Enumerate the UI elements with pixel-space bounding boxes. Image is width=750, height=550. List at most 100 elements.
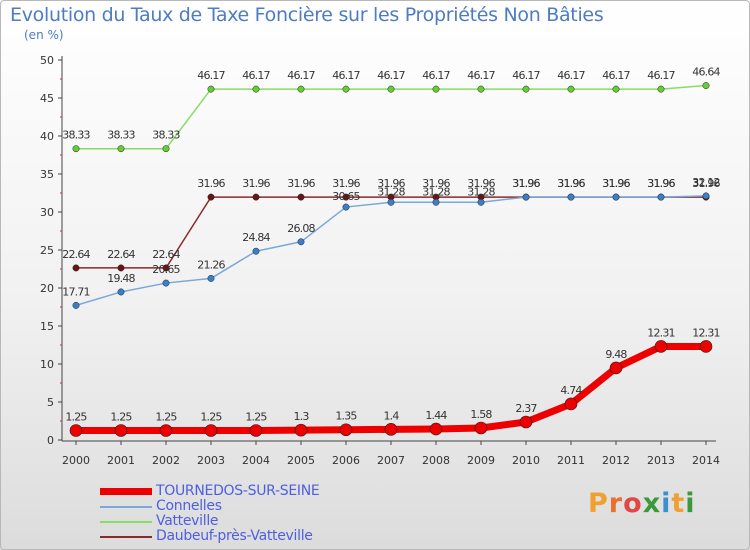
data-label: 31.96	[242, 177, 270, 190]
data-point	[117, 145, 125, 153]
x-tick-label: 2009	[467, 454, 495, 467]
data-label: 1.25	[65, 411, 87, 424]
data-point	[162, 264, 170, 272]
data-label: 26.08	[287, 222, 315, 235]
data-point	[297, 85, 305, 93]
data-label: 31.96	[422, 177, 450, 190]
data-label: 22.64	[62, 248, 90, 261]
data-point	[432, 198, 440, 206]
data-point	[702, 82, 710, 89]
data-point	[249, 424, 263, 437]
y-tick-label: 45	[40, 92, 54, 105]
logo-letter: x	[642, 488, 662, 519]
data-label: 31.96	[692, 177, 720, 190]
data-point	[384, 423, 398, 436]
data-point	[474, 421, 488, 435]
data-label: 22.64	[152, 248, 180, 261]
data-label: 12.31	[692, 326, 720, 339]
data-label: 24.84	[242, 231, 270, 244]
data-point	[612, 85, 620, 93]
y-axis-unit: (en %)	[24, 28, 64, 42]
x-tick-label: 2008	[422, 454, 450, 467]
data-point	[522, 85, 530, 93]
data-point	[477, 85, 485, 93]
legend-swatch	[100, 536, 152, 538]
data-point	[297, 238, 305, 246]
data-label: 38.33	[107, 129, 135, 142]
data-label: 46.17	[287, 69, 315, 82]
data-label: 31.96	[512, 177, 540, 190]
data-point	[342, 85, 350, 93]
data-point	[339, 423, 353, 437]
y-tick-label: 50	[40, 54, 54, 67]
y-tick-label: 30	[40, 206, 54, 219]
data-point	[69, 424, 83, 437]
data-point	[207, 85, 215, 93]
y-tick-label: 5	[47, 396, 54, 409]
y-tick-label: 15	[40, 320, 54, 333]
x-tick-label: 2013	[647, 454, 675, 467]
data-label: 31.28	[467, 185, 495, 198]
data-label: 31.96	[332, 177, 360, 190]
data-label: 38.33	[152, 129, 180, 142]
data-label: 4.74	[560, 384, 582, 397]
data-label: 1.4	[383, 409, 399, 422]
x-tick-label: 2003	[197, 454, 225, 467]
data-label: 19.48	[107, 272, 135, 285]
data-point	[432, 85, 440, 93]
data-point	[294, 423, 308, 437]
y-tick-label: 40	[40, 130, 54, 143]
legend-swatch	[100, 506, 152, 508]
data-label: 46.17	[647, 69, 675, 82]
data-label: 12.31	[647, 326, 675, 339]
data-point	[522, 193, 530, 201]
logo-letter: i	[685, 488, 696, 519]
data-point	[204, 424, 218, 437]
x-tick-label: 2014	[692, 454, 720, 467]
data-point	[252, 193, 260, 201]
data-label: 31.28	[377, 185, 405, 198]
data-point	[519, 415, 533, 429]
data-point	[387, 198, 395, 206]
legend-swatch	[100, 521, 152, 523]
data-label: 1.25	[155, 411, 177, 424]
data-point	[72, 145, 80, 153]
x-tick-label: 2002	[152, 454, 180, 467]
logo-letter: t	[671, 488, 686, 519]
data-point	[477, 198, 485, 206]
x-tick-label: 2012	[602, 454, 630, 467]
data-label: 17.71	[62, 285, 90, 298]
data-label: 1.3	[293, 410, 309, 423]
data-point	[657, 193, 665, 201]
data-label: 32.12	[692, 176, 720, 189]
data-point	[702, 192, 710, 200]
data-point	[72, 301, 80, 309]
data-label: 31.96	[557, 177, 585, 190]
legend-label: Vatteville	[156, 513, 219, 529]
x-tick-label: 2010	[512, 454, 540, 467]
data-label: 38.33	[62, 129, 90, 142]
data-point	[252, 247, 260, 255]
data-point	[699, 340, 713, 353]
data-label: 46.17	[557, 69, 585, 82]
x-tick-label: 2000	[62, 454, 90, 467]
y-tick-label: 0	[47, 434, 54, 447]
data-point	[564, 397, 578, 411]
data-label: 1.44	[425, 409, 447, 422]
data-point	[159, 424, 173, 437]
data-point	[609, 361, 623, 375]
data-point	[162, 279, 170, 287]
legend-label: Connelles	[156, 498, 222, 514]
logo-letter: r	[608, 488, 624, 519]
data-point	[654, 340, 668, 353]
logo-letter: i	[661, 488, 672, 519]
data-point	[72, 264, 80, 272]
x-tick-label: 2011	[557, 454, 585, 467]
data-label: 31.96	[602, 177, 630, 190]
data-point	[297, 193, 305, 201]
data-label: 22.64	[107, 248, 135, 261]
x-tick-label: 2004	[242, 454, 270, 467]
data-label: 20.65	[152, 263, 180, 276]
x-tick-label: 2006	[332, 454, 360, 467]
data-label: 46.17	[512, 69, 540, 82]
